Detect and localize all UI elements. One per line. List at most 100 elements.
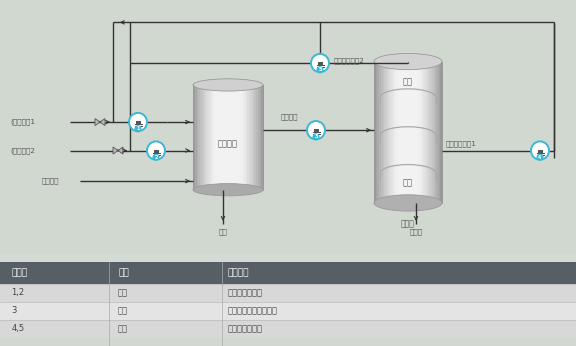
Polygon shape bbox=[100, 119, 105, 126]
Text: 管子: 管子 bbox=[118, 306, 128, 315]
Bar bbox=[440, 62, 442, 203]
Bar bbox=[395, 62, 397, 203]
Bar bbox=[434, 62, 435, 203]
Bar bbox=[425, 62, 427, 203]
Bar bbox=[207, 85, 209, 190]
Bar bbox=[225, 85, 227, 190]
Text: 2: 2 bbox=[154, 155, 158, 160]
Bar bbox=[0, 283, 576, 302]
Bar bbox=[386, 62, 388, 203]
Text: 已蒸馏的溶液2: 已蒸馏的溶液2 bbox=[334, 58, 365, 64]
Text: 输出物料: 输出物料 bbox=[42, 178, 59, 184]
Bar bbox=[429, 62, 431, 203]
Bar bbox=[400, 62, 401, 203]
Bar bbox=[212, 85, 214, 190]
Ellipse shape bbox=[193, 79, 263, 91]
Bar bbox=[388, 62, 390, 203]
Circle shape bbox=[135, 125, 142, 132]
Polygon shape bbox=[118, 147, 123, 154]
Bar bbox=[257, 85, 260, 190]
Bar bbox=[214, 85, 216, 190]
Bar bbox=[435, 62, 437, 203]
Text: 5: 5 bbox=[319, 67, 321, 72]
Bar bbox=[411, 62, 414, 203]
Bar bbox=[196, 85, 199, 190]
Bar bbox=[247, 85, 249, 190]
Text: 混合溶液: 混合溶液 bbox=[281, 113, 298, 120]
Bar bbox=[422, 62, 424, 203]
Bar bbox=[262, 85, 263, 190]
Bar bbox=[384, 62, 386, 203]
Bar bbox=[313, 129, 319, 133]
Text: 管子: 管子 bbox=[118, 288, 128, 297]
Bar bbox=[377, 62, 380, 203]
Bar bbox=[389, 62, 392, 203]
Text: (纯）溶液1: (纯）溶液1 bbox=[10, 119, 35, 125]
Circle shape bbox=[99, 121, 101, 123]
Bar bbox=[210, 85, 213, 190]
Text: 1: 1 bbox=[137, 126, 140, 131]
Text: 管子: 管子 bbox=[118, 324, 128, 334]
Bar bbox=[398, 62, 400, 203]
Bar bbox=[223, 85, 225, 190]
Bar bbox=[410, 62, 412, 203]
Text: 产品工艺: 产品工艺 bbox=[218, 139, 238, 148]
Circle shape bbox=[307, 121, 325, 139]
Bar bbox=[252, 85, 255, 190]
Bar bbox=[0, 302, 576, 320]
Bar bbox=[200, 85, 202, 190]
Polygon shape bbox=[95, 119, 100, 126]
Text: 低温: 低温 bbox=[403, 77, 413, 86]
Bar bbox=[232, 85, 234, 190]
Bar bbox=[393, 62, 395, 203]
Bar bbox=[245, 85, 248, 190]
Circle shape bbox=[311, 54, 329, 72]
Circle shape bbox=[536, 154, 544, 161]
Bar bbox=[423, 62, 426, 203]
Bar bbox=[317, 62, 323, 66]
Bar bbox=[427, 62, 429, 203]
Text: 已蒸馏的溶液1: 已蒸馏的溶液1 bbox=[446, 141, 477, 147]
Bar bbox=[203, 85, 206, 190]
Bar bbox=[437, 62, 439, 203]
Bar bbox=[233, 85, 236, 190]
Bar bbox=[256, 85, 258, 190]
Bar bbox=[242, 85, 244, 190]
Bar bbox=[218, 85, 220, 190]
Bar bbox=[249, 85, 251, 190]
Bar bbox=[216, 85, 218, 190]
Bar bbox=[416, 62, 419, 203]
Circle shape bbox=[531, 142, 549, 160]
Text: 副产物: 副产物 bbox=[410, 229, 423, 236]
Text: 1,2: 1,2 bbox=[12, 288, 25, 297]
Bar bbox=[406, 62, 408, 203]
Bar bbox=[244, 85, 246, 190]
Bar bbox=[0, 262, 576, 283]
Bar bbox=[376, 62, 378, 203]
Bar bbox=[396, 62, 398, 203]
Bar bbox=[202, 85, 204, 190]
Bar bbox=[403, 62, 405, 203]
Bar bbox=[251, 85, 253, 190]
Text: 产品: 产品 bbox=[219, 229, 228, 236]
Bar bbox=[381, 62, 383, 203]
Bar bbox=[379, 62, 381, 203]
Circle shape bbox=[153, 154, 160, 161]
Bar bbox=[382, 62, 385, 203]
Bar bbox=[195, 85, 197, 190]
Text: 蒸馏溶剂的监测: 蒸馏溶剂的监测 bbox=[228, 324, 263, 334]
Circle shape bbox=[129, 113, 147, 131]
Bar bbox=[260, 85, 262, 190]
Bar bbox=[432, 62, 434, 203]
Bar bbox=[228, 85, 230, 190]
Ellipse shape bbox=[193, 184, 263, 196]
Circle shape bbox=[313, 133, 320, 140]
Bar bbox=[226, 85, 229, 190]
Text: 蒸馏塔: 蒸馏塔 bbox=[401, 219, 415, 228]
Bar bbox=[135, 121, 141, 125]
Text: 3: 3 bbox=[314, 134, 318, 139]
Bar bbox=[391, 62, 393, 203]
Text: 监测输入的溶剂: 监测输入的溶剂 bbox=[228, 288, 263, 297]
Bar bbox=[193, 85, 195, 190]
Polygon shape bbox=[113, 147, 118, 154]
